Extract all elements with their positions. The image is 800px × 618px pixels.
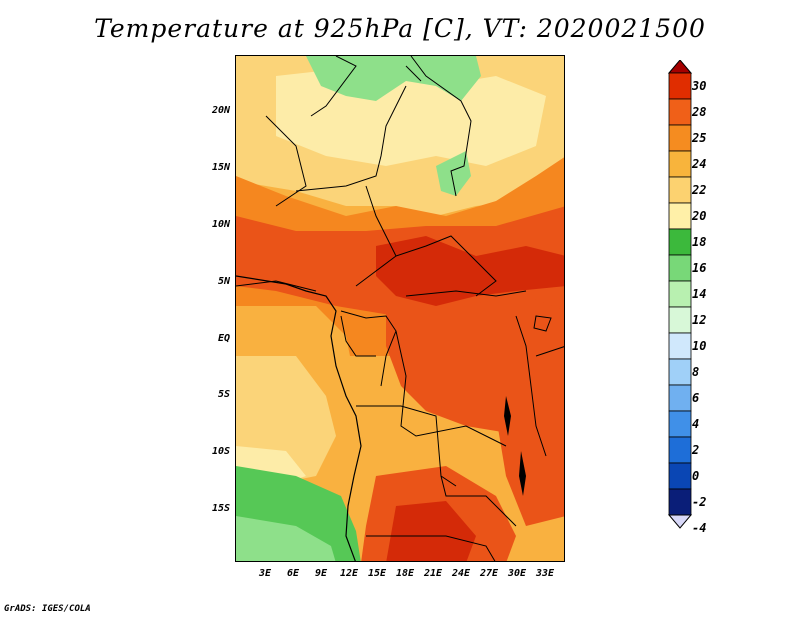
lon-label-33e: 33E	[535, 568, 555, 579]
colorbar-label-24: 24	[692, 157, 707, 171]
map-title: Temperature at 925hPa [C], VT: 202002150…	[94, 14, 706, 43]
lat-label-eq: EQ	[217, 333, 230, 344]
lon-label-3e: 3E	[258, 568, 272, 579]
colorbar-segment	[668, 202, 692, 230]
colorbar-label-10: 10	[692, 339, 707, 353]
colorbar-segment	[668, 462, 692, 490]
lat-label-20n: 20N	[211, 105, 230, 116]
colorbar-segment	[668, 332, 692, 360]
lat-label-5n: 5N	[217, 276, 230, 287]
colorbar-segment	[668, 384, 692, 412]
lat-label-10n: 10N	[211, 219, 230, 230]
colorbar-label-minus4: -4	[692, 521, 707, 535]
lat-label-15s: 15S	[211, 503, 230, 514]
colorbar-segment	[668, 410, 692, 438]
colorbar	[667, 60, 693, 529]
lon-label-6e: 6E	[286, 568, 300, 579]
lon-label-18e: 18E	[395, 568, 415, 579]
temperature-map	[235, 55, 565, 562]
colorbar-label-minus2: -2	[692, 495, 707, 509]
colorbar-label-6: 6	[692, 391, 700, 405]
lon-label-15e: 15E	[367, 568, 387, 579]
colorbar-label-20: 20	[692, 209, 707, 223]
colorbar-segment	[668, 280, 692, 308]
lon-label-24e: 24E	[451, 568, 471, 579]
river-line	[405, 65, 422, 82]
colorbar-segment	[668, 228, 692, 256]
lake-malawi	[519, 451, 526, 496]
colorbar-label-4: 4	[692, 417, 700, 431]
colorbar-label-8: 8	[692, 365, 700, 379]
colorbar-label-18: 18	[692, 235, 707, 249]
lon-label-27e: 27E	[479, 568, 499, 579]
lake-victoria	[533, 315, 552, 332]
colorbar-segment	[668, 72, 692, 100]
field-south-lightgreen	[236, 516, 336, 561]
colorbar-label-2: 2	[692, 443, 700, 457]
colorbar-segment	[668, 254, 692, 282]
colorbar-label-28: 28	[692, 105, 707, 119]
colorbar-label-25: 25	[692, 131, 707, 145]
lat-label-15n: 15N	[211, 162, 230, 173]
lon-label-12e: 12E	[339, 568, 359, 579]
atlantic-coastline	[236, 275, 362, 561]
grads-credit: GrADS: IGES/COLA	[4, 604, 91, 614]
colorbar-label-22: 22	[692, 183, 707, 197]
lake-tanganyika	[504, 396, 511, 436]
field-north-green	[306, 56, 481, 101]
field-east-hot	[486, 346, 564, 526]
lon-label-30e: 30E	[507, 568, 527, 579]
field-green-patch	[436, 151, 471, 196]
colorbar-segment	[668, 436, 692, 464]
colorbar-segment	[668, 306, 692, 334]
colorbar-bottom-arrow	[667, 514, 693, 529]
lat-label-5s: 5S	[217, 389, 230, 400]
colorbar-segment	[668, 124, 692, 152]
lon-label-9e: 9E	[314, 568, 328, 579]
colorbar-label-0: 0	[692, 469, 700, 483]
field-south-very-hot	[386, 501, 476, 561]
colorbar-label-16: 16	[692, 261, 707, 275]
country-borders	[236, 56, 564, 561]
lon-label-21e: 21E	[423, 568, 443, 579]
colorbar-segment	[668, 98, 692, 126]
colorbar-segment	[668, 358, 692, 386]
temperature-field	[236, 56, 564, 561]
colorbar-top-arrow	[667, 60, 693, 74]
colorbar-label-14: 14	[692, 287, 707, 301]
colorbar-segment	[668, 488, 692, 516]
colorbar-segment	[668, 176, 692, 204]
lat-label-10s: 10S	[211, 446, 230, 457]
colorbar-label-12: 12	[692, 313, 707, 327]
field-very-hot-core	[376, 236, 564, 306]
colorbar-label-30: 30	[692, 79, 707, 93]
colorbar-segment	[668, 150, 692, 178]
